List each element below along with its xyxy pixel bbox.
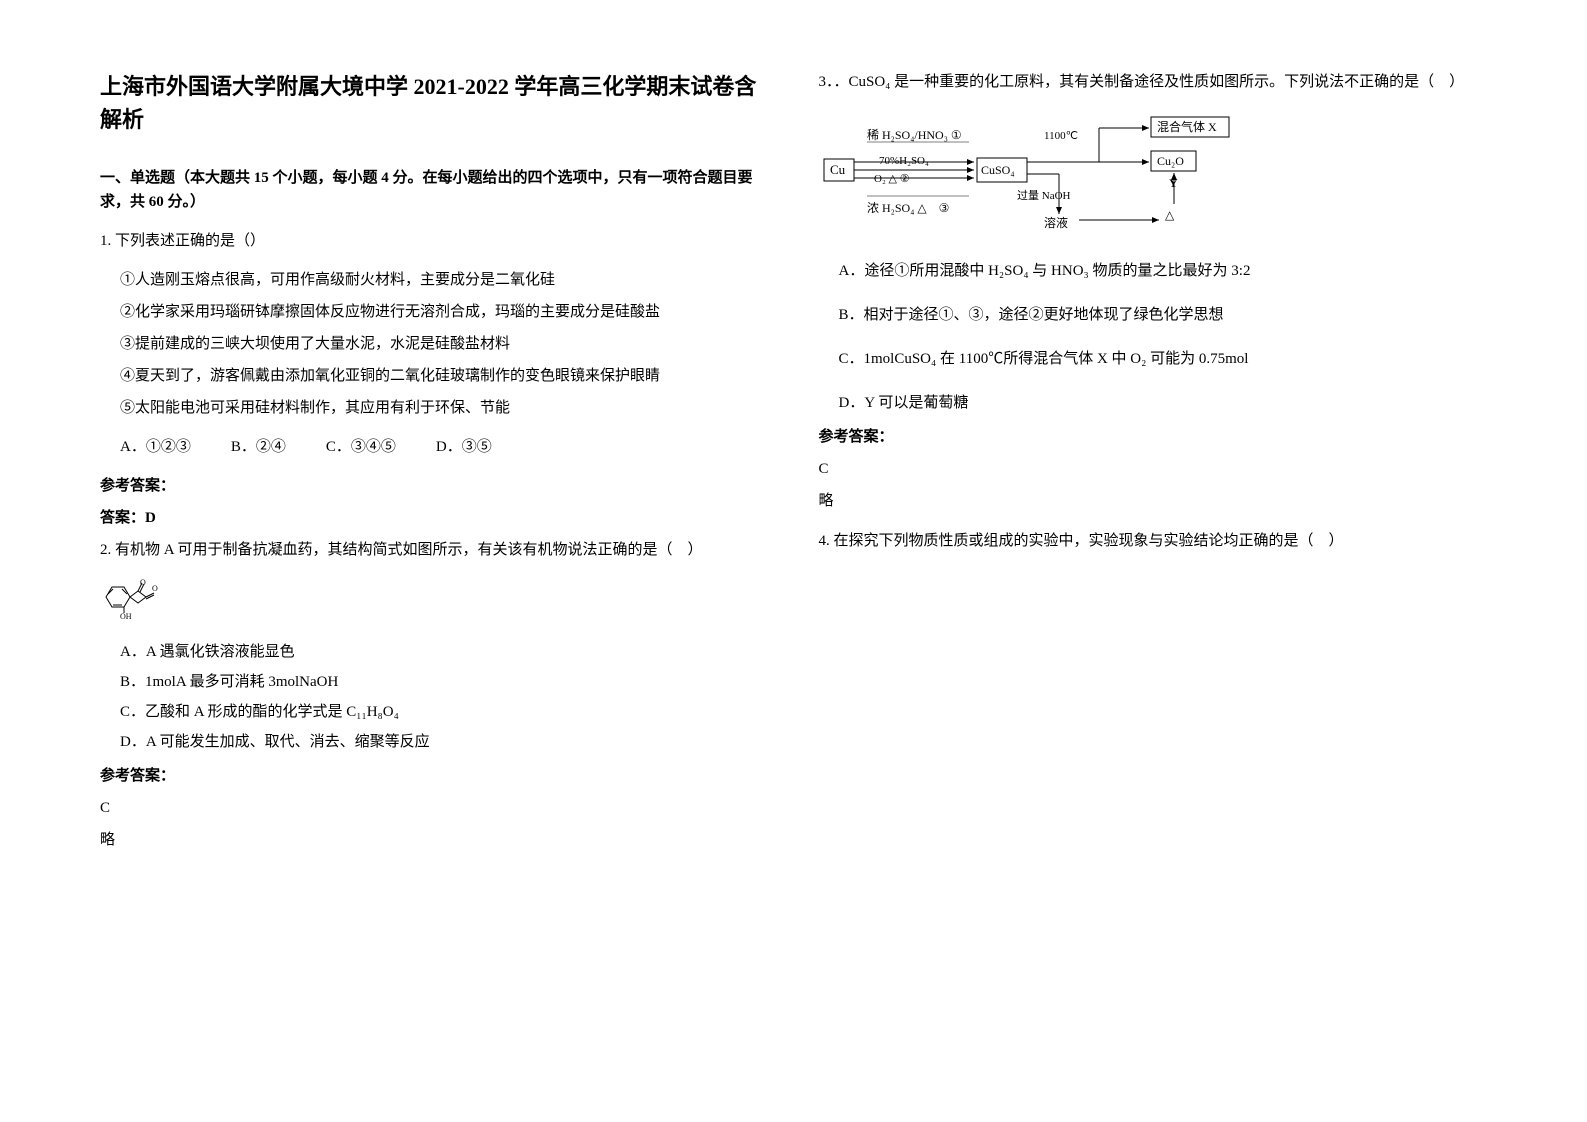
doc-title: 上海市外国语大学附属大境中学 2021-2022 学年高三化学期末试卷含解析 xyxy=(100,70,769,136)
q1-options: A．①②③ B．②④ C．③④⑤ D．③⑤ xyxy=(120,435,769,459)
q4-stem: 4. 在探究下列物质性质或组成的实验中，实验现象与实验结论均正确的是（ ） xyxy=(819,529,1488,553)
left-column: 上海市外国语大学附属大境中学 2021-2022 学年高三化学期末试卷含解析 一… xyxy=(100,70,769,860)
diagram-path1-label: 稀 H₂SO₄/HNO₃ ① xyxy=(867,128,962,142)
diagram-cuso4-label: CuSO₄ xyxy=(981,163,1015,177)
diagram-solution-label: 溶液 xyxy=(1044,215,1068,230)
section-heading: 一、单选题（本大题共 15 个小题，每小题 4 分。在每小题给出的四个选项中，只… xyxy=(100,166,769,214)
diagram-gasx-label: 混合气体 X xyxy=(1157,119,1217,134)
q2-option-c: C．乙酸和 A 形成的酯的化学式是 C₁₁H₈O₄ xyxy=(120,700,769,724)
q1-statement-1: ①人造刚玉熔点很高，可用作高级耐火材料，主要成分是二氧化硅 xyxy=(120,268,769,292)
q2-answer: C xyxy=(100,796,769,820)
q3-answer-label: 参考答案： xyxy=(819,425,1488,449)
diagram-cu2o-label: Cu₂O xyxy=(1157,154,1184,168)
q2-option-a: A．A 遇氯化铁溶液能显色 xyxy=(120,640,769,664)
q3-stem: 3．．CuSO₄ 是一种重要的化工原料，其有关制备途径及性质如图所示。下列说法不… xyxy=(819,70,1488,94)
right-column: 3．．CuSO₄ 是一种重要的化工原料，其有关制备途径及性质如图所示。下列说法不… xyxy=(819,70,1488,860)
q1-option-c: C．③④⑤ xyxy=(326,435,396,459)
q3-option-b: B．相对于途径①、③，途径②更好地体现了绿色化学思想 xyxy=(839,303,1488,327)
svg-text:O: O xyxy=(140,578,146,587)
q1-answer: 答案：D xyxy=(100,506,769,530)
svg-text:O: O xyxy=(152,584,158,593)
q3-option-c: C．1molCuSO₄ 在 1100℃所得混合气体 X 中 O₂ 可能为 0.7… xyxy=(839,347,1488,371)
svg-text:OH: OH xyxy=(120,612,132,621)
diagram-tri-label: △ xyxy=(1165,208,1175,222)
q2-note: 略 xyxy=(100,828,769,852)
diagram-temp-label: 1100℃ xyxy=(1044,130,1078,142)
q3-note: 略 xyxy=(819,489,1488,513)
page-container: 上海市外国语大学附属大境中学 2021-2022 学年高三化学期末试卷含解析 一… xyxy=(100,70,1487,860)
q3-option-a: A．途径①所用混酸中 H₂SO₄ 与 HNO₃ 物质的量之比最好为 3:2 xyxy=(839,259,1488,283)
diagram-path3-label: 浓 H₂SO₄ △ ③ xyxy=(867,201,949,215)
q3-diagram: Cu 稀 H₂SO₄/HNO₃ ① 70%H₂SO₄ O₂ △ ② 浓 H₂SO… xyxy=(819,114,1488,234)
diagram-cu-label: Cu xyxy=(830,162,846,177)
q3-answer: C xyxy=(819,457,1488,481)
q1-option-a: A．①②③ xyxy=(120,435,191,459)
q1-statement-4: ④夏天到了，游客佩戴由添加氧化亚铜的二氧化硅玻璃制作的变色眼镜来保护眼睛 xyxy=(120,364,769,388)
q1-option-b: B．②④ xyxy=(231,435,286,459)
q2-option-d: D．A 可能发生加成、取代、消去、缩聚等反应 xyxy=(120,730,769,754)
q2-answer-label: 参考答案： xyxy=(100,764,769,788)
diagram-path2b-label: O₂ △ ② xyxy=(874,173,910,185)
diagram-naoh-label: 过量 NaOH xyxy=(1017,189,1071,202)
q2-stem: 2. 有机物 A 可用于制备抗凝血药，其结构简式如图所示，有关该有机物说法正确的… xyxy=(100,538,769,562)
q3-option-d: D．Y 可以是葡萄糖 xyxy=(839,391,1488,415)
q1-option-d: D．③⑤ xyxy=(436,435,492,459)
q1-statement-3: ③提前建成的三峡大坝使用了大量水泥，水泥是硅酸盐材料 xyxy=(120,332,769,356)
q1-stem: 1. 下列表述正确的是（） xyxy=(100,229,769,253)
q1-statement-5: ⑤太阳能电池可采用硅材料制作，其应用有利于环保、节能 xyxy=(120,396,769,420)
molecule-structure-icon: O O OH xyxy=(100,577,160,632)
q1-answer-label: 参考答案： xyxy=(100,474,769,498)
diagram-path2a-label: 70%H₂SO₄ xyxy=(879,155,929,167)
q2-option-b: B．1molA 最多可消耗 3molNaOH xyxy=(120,670,769,694)
diagram-y-label: Y xyxy=(1169,176,1178,190)
q1-statement-2: ②化学家采用玛瑙研钵摩擦固体反应物进行无溶剂合成，玛瑙的主要成分是硅酸盐 xyxy=(120,300,769,324)
